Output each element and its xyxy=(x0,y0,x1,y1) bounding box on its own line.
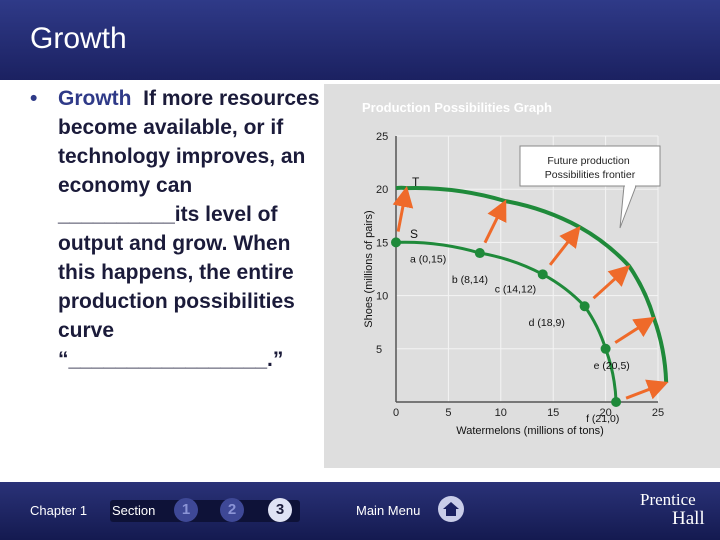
section-2-button[interactable]: 2 xyxy=(220,498,244,522)
x-tick-label: 5 xyxy=(445,407,451,419)
section-1-button[interactable]: 1 xyxy=(174,498,198,522)
y-tick-label: 10 xyxy=(376,291,388,303)
y-tick-label: 25 xyxy=(376,131,388,143)
callout-text-line-2: Possibilities frontier xyxy=(545,169,636,181)
label-t: T xyxy=(412,175,420,189)
bullet-point: • Growth If more resources become availa… xyxy=(30,84,325,374)
footer-bar: Chapter 1 Section 1 2 3 Main Menu Prenti… xyxy=(0,482,720,540)
y-axis-label: Shoes (millions of pairs) xyxy=(363,210,375,327)
chapter-label: Chapter 1 xyxy=(30,503,88,518)
point-label: c (14,12) xyxy=(495,283,536,295)
ppf-point xyxy=(391,237,401,248)
ppf-point xyxy=(579,301,590,312)
ppf-chart: 0 5 10 15 20 25 5 10 15 20 25 a (0,15) b (8,14) c (1… xyxy=(363,131,669,437)
y-tick-label: 5 xyxy=(376,344,382,356)
point-label: e (20,5) xyxy=(594,360,630,372)
point-label: a (0,15) xyxy=(410,253,446,265)
x-tick-label: 15 xyxy=(547,407,559,419)
x-axis-label: Watermelons (millions of tons) xyxy=(456,425,604,437)
bullet-dot-icon: • xyxy=(30,87,38,110)
callout-text-line-1: Future production xyxy=(547,155,629,167)
section-3-button[interactable]: 3 xyxy=(268,498,292,522)
slide-title: Growth xyxy=(30,22,127,55)
graph-title: Production Possibilities Graph xyxy=(362,100,552,115)
x-tick-label: 0 xyxy=(393,407,399,419)
point-label: f (21,0) xyxy=(586,413,619,425)
label-s: S xyxy=(410,227,418,241)
current-ppf-curve xyxy=(395,240,618,403)
bullet-body: If more resources become available, or i… xyxy=(58,87,320,371)
publisher-logo-top: Prentice xyxy=(640,490,696,509)
section-label: Section xyxy=(112,503,156,518)
shift-arrow xyxy=(614,316,656,344)
shift-arrow xyxy=(392,185,414,232)
main-menu-link[interactable]: Main Menu xyxy=(356,503,421,518)
slide-header: Growth xyxy=(0,0,720,80)
y-tick-label: 15 xyxy=(376,237,388,249)
ppf-point xyxy=(537,269,548,280)
x-tick-label: 10 xyxy=(495,407,507,419)
publisher-logo-bottom: Hall xyxy=(672,508,705,529)
shift-arrow xyxy=(592,265,631,300)
svg-text:Future production Possib: Future production Possibilities frontier xyxy=(545,155,636,181)
point-label: b (8,14) xyxy=(452,274,488,286)
ppf-point xyxy=(474,248,485,259)
shift-arrow xyxy=(625,379,669,400)
x-tick-label: 20 xyxy=(599,407,611,419)
home-icon[interactable] xyxy=(438,496,464,522)
ppf-point xyxy=(611,397,622,407)
shift-arrow xyxy=(548,225,581,266)
bullet-lead: Growth xyxy=(58,87,132,110)
callout-box: Future production Possibilities frontier xyxy=(519,145,661,229)
x-tick-label: 25 xyxy=(652,407,664,419)
point-label: d (18,9) xyxy=(529,317,565,329)
section-bar xyxy=(110,500,300,522)
ppf-point xyxy=(600,343,611,354)
shift-arrow xyxy=(483,199,507,244)
y-tick-label: 20 xyxy=(376,184,388,196)
